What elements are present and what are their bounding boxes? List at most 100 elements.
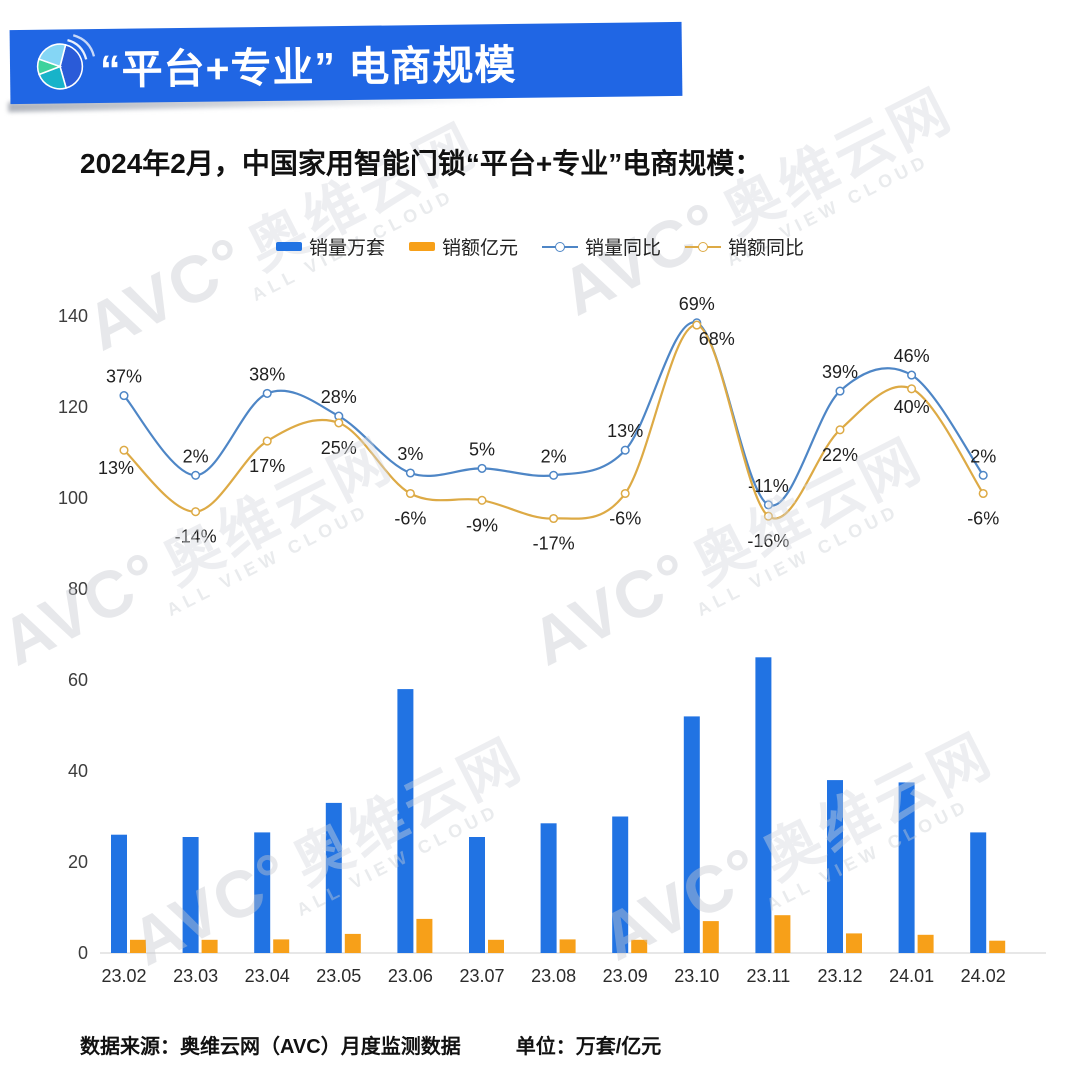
data-label-销量同比: 2% [541, 446, 567, 466]
y-axis-tick: 60 [68, 670, 88, 690]
x-axis-label: 23.05 [316, 966, 361, 986]
data-label-销量同比: 5% [469, 439, 495, 459]
data-label-销量同比: 2% [970, 446, 996, 466]
bar-销额亿元 [774, 915, 791, 953]
line-销额同比 [123, 324, 985, 520]
legend-item-volume-yoy: 销量同比 [542, 233, 661, 260]
y-axis-tick: 100 [58, 488, 88, 508]
data-label-销量同比: 37% [106, 367, 142, 387]
y-axis-tick: 80 [68, 579, 88, 599]
legend-label: 销量同比 [585, 238, 662, 259]
x-axis-label: 23.07 [459, 966, 504, 986]
x-axis-label: 23.10 [674, 966, 719, 986]
point-销额同比 [907, 384, 917, 394]
data-label-销额同比: -6% [967, 509, 999, 529]
point-销额同比 [334, 418, 344, 428]
point-销额同比 [763, 511, 773, 521]
data-label-销量同比: 38% [249, 364, 285, 384]
data-label-销额同比: 25% [321, 438, 357, 458]
y-axis-tick: 140 [58, 306, 88, 326]
point-销额同比 [477, 495, 487, 505]
bar-销额亿元 [130, 939, 146, 953]
data-label-销额同比: -17% [533, 534, 575, 554]
unit-note: 单位：万套/亿元 [515, 1036, 662, 1058]
data-source: 数据来源：奥维云网（AVC）月度监测数据 [80, 1036, 461, 1058]
legend-label: 销额亿元 [441, 238, 518, 259]
bar-销额亿元 [488, 939, 504, 953]
bar-销量万套 [827, 780, 843, 953]
data-label-销量同比: 2% [183, 446, 209, 466]
y-axis-tick: 40 [68, 761, 88, 781]
x-axis-label: 24.01 [889, 966, 934, 986]
x-axis-label: 24.02 [961, 966, 1006, 986]
point-销量同比 [763, 500, 773, 510]
data-label-销量同比: 46% [894, 346, 930, 366]
bar-销量万套 [111, 834, 127, 953]
bar-销额亿元 [344, 933, 361, 953]
data-label-销量同比: 3% [397, 444, 423, 464]
data-label-销量同比: -11% [748, 476, 789, 496]
page-title: “平台+专业” 电商规模 [99, 41, 517, 94]
point-销量同比 [835, 386, 845, 396]
data-label-销量同比: 13% [607, 421, 643, 441]
x-axis-label: 23.06 [388, 966, 433, 986]
data-label-销额同比: 17% [249, 456, 285, 476]
point-销量同比 [477, 463, 487, 473]
avc-pie-logo-icon [36, 34, 96, 90]
legend-swatch-line-orange-icon [685, 241, 722, 252]
bar-销量万套 [683, 716, 700, 953]
x-axis-label: 23.12 [817, 966, 862, 986]
point-销额同比 [692, 320, 702, 330]
data-label-销额同比: -6% [394, 509, 426, 529]
bar-销额亿元 [702, 921, 719, 953]
chart-footer: 数据来源：奥维云网（AVC）月度监测数据 单位：万套/亿元 [80, 1030, 661, 1059]
point-销量同比 [119, 391, 129, 401]
x-axis-label: 23.02 [101, 966, 146, 986]
legend-swatch-bar-blue-icon [275, 242, 302, 251]
bar-销额亿元 [201, 939, 218, 953]
point-销额同比 [620, 488, 630, 499]
bar-销额亿元 [989, 940, 1006, 953]
bar-销量万套 [325, 802, 342, 953]
legend-label: 销量万套 [308, 238, 385, 259]
bar-销量万套 [755, 657, 772, 954]
data-label-销额同比: -16% [747, 531, 789, 551]
bar-销量万套 [182, 837, 199, 953]
legend-item-sales-value: 销额亿元 [408, 233, 518, 260]
bar-销额亿元 [631, 939, 648, 953]
legend-item-value-yoy: 销额同比 [685, 233, 804, 260]
legend-item-sales-volume: 销量万套 [275, 233, 385, 260]
point-销额同比 [262, 436, 272, 446]
legend-label: 销额同比 [728, 238, 805, 259]
data-label-销额同比: -6% [609, 509, 641, 529]
data-label-销量同比: 69% [679, 294, 715, 314]
data-label-销额同比: 68% [699, 329, 735, 349]
data-label-销量同比: 39% [822, 362, 858, 382]
header-banner: “平台+专业” 电商规模 [9, 21, 683, 105]
x-axis-label: 23.03 [173, 966, 218, 986]
data-label-销额同比: 22% [822, 445, 858, 465]
point-销额同比 [978, 488, 988, 499]
bar-销量万套 [970, 832, 987, 953]
bar-销量万套 [898, 782, 915, 953]
x-axis-label: 23.04 [245, 966, 290, 986]
point-销量同比 [405, 468, 415, 478]
bar-销量万套 [397, 689, 414, 953]
point-销额同比 [835, 425, 845, 435]
point-销额同比 [191, 507, 201, 517]
bar-销额亿元 [273, 939, 290, 953]
data-label-销量同比: 28% [321, 387, 357, 407]
point-销额同比 [405, 488, 415, 499]
legend-swatch-line-blue-icon [542, 241, 578, 252]
point-销量同比 [549, 470, 559, 480]
point-销量同比 [978, 470, 988, 480]
point-销量同比 [907, 370, 917, 380]
y-axis-tick: 120 [58, 397, 88, 417]
data-label-销额同比: 13% [98, 458, 134, 478]
legend-swatch-bar-orange-icon [408, 242, 435, 251]
bar-销量万套 [612, 816, 629, 953]
bar-销额亿元 [416, 918, 433, 953]
point-销量同比 [262, 388, 272, 398]
x-axis-label: 23.08 [531, 966, 576, 986]
